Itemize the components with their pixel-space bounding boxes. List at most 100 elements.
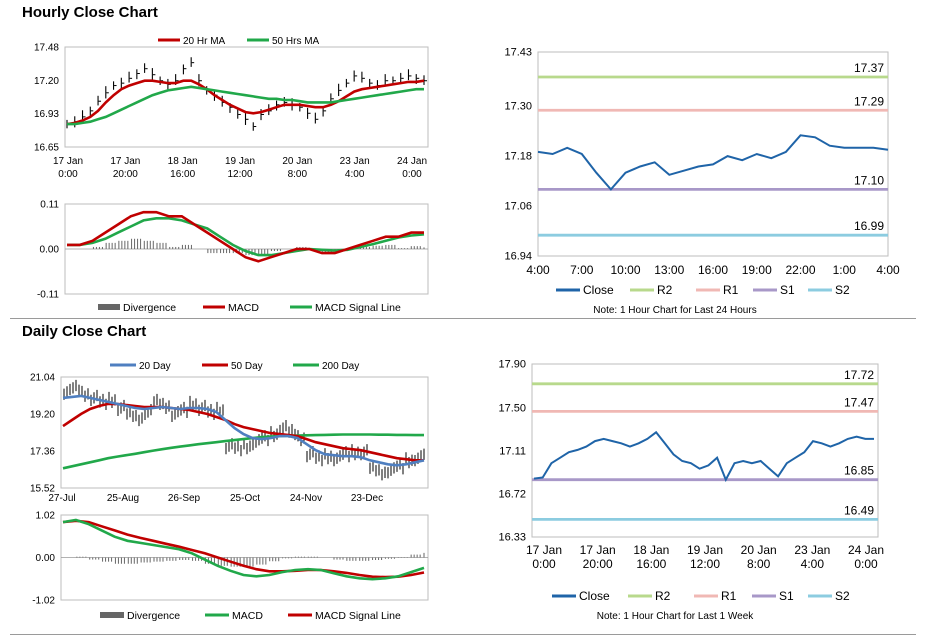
x-tick-label: 23 Jan <box>340 156 370 167</box>
level-label: 16.85 <box>844 464 874 478</box>
legend-label: R2 <box>657 283 673 297</box>
x-tick-label: 23-Dec <box>351 493 383 504</box>
level-label: 17.47 <box>844 395 874 409</box>
legend-label: R1 <box>723 283 739 297</box>
daily-close-chart: 17.90 17.50 17.11 16.72 16.33 17.72 17.47 16.85… <box>498 359 884 623</box>
x-tick-label: 4:00 <box>801 557 825 571</box>
x-tick-label: 23 Jan <box>794 543 830 557</box>
y-tick-label: -0.11 <box>37 290 59 301</box>
x-tick-label: 0:00 <box>58 169 78 180</box>
x-tick-label: 19:00 <box>742 263 772 277</box>
x-tick-label: 18 Jan <box>168 156 198 167</box>
x-tick-label: 24 Jan <box>848 543 884 557</box>
legend-label: MACD Signal Line <box>315 302 401 314</box>
y-tick-label: 21.04 <box>30 373 55 384</box>
legend-label: 50 Hrs MA <box>272 36 320 47</box>
x-tick-label: 0:00 <box>402 169 422 180</box>
hourly-section-title: Hourly Close Chart <box>22 4 158 21</box>
plot-frame <box>60 376 429 489</box>
legend-label: S2 <box>835 589 850 603</box>
legend-label: MACD <box>232 610 263 622</box>
y-tick-label: 17.50 <box>498 403 526 415</box>
legend-label: Close <box>579 589 610 603</box>
y-tick-label: 0.00 <box>36 553 56 564</box>
y-tick-label: 17.36 <box>30 447 55 458</box>
legend-label: Divergence <box>127 610 180 622</box>
x-tick-label: 16:00 <box>170 169 195 180</box>
ma50-line <box>67 85 424 126</box>
legend-swatch <box>98 304 120 310</box>
y-tick-label: 19.20 <box>30 410 55 421</box>
x-tick-label: 25-Aug <box>107 493 139 504</box>
hourly-price-chart: 17.48 17.20 16.93 16.65 17 Jan 0:00 17 Jan 20:0… <box>34 36 429 180</box>
x-tick-label: 22:00 <box>785 263 815 277</box>
legend-label: 20 Day <box>139 361 171 372</box>
x-tick-label: 8:00 <box>288 169 308 180</box>
x-tick-label: 17 Jan <box>526 543 562 557</box>
y-tick-label: 17.06 <box>504 201 532 213</box>
legend-label: Close <box>583 283 614 297</box>
y-tick-label: 16.94 <box>504 251 532 263</box>
y-tick-label: 17.43 <box>504 47 532 59</box>
y-tick-label: 17.20 <box>34 76 59 87</box>
hourly-close-chart: 17.43 17.30 17.18 17.06 16.94 17.37 17.29 17.10… <box>504 47 900 317</box>
x-tick-label: 19 Jan <box>225 156 255 167</box>
close-line <box>537 134 889 191</box>
x-tick-label: 12:00 <box>690 557 720 571</box>
macd-line <box>62 518 425 581</box>
x-tick-label: 20:00 <box>583 557 613 571</box>
legend-label: S1 <box>780 283 795 297</box>
ma200-line <box>62 433 424 470</box>
legend-label: MACD <box>228 302 259 314</box>
x-tick-label: 4:00 <box>345 169 365 180</box>
y-tick-label: 16.93 <box>34 109 59 120</box>
ma50-line <box>62 402 424 462</box>
x-tick-label: 26-Sep <box>168 493 201 504</box>
legend-swatch <box>100 612 124 618</box>
y-tick-label: -1.02 <box>32 596 55 607</box>
y-tick-label: 17.11 <box>499 446 526 458</box>
x-tick-label: 0:00 <box>854 557 878 571</box>
x-tick-label: 24-Nov <box>290 493 322 504</box>
legend-label: 50 Day <box>231 361 263 372</box>
plot-frame <box>64 46 429 148</box>
x-tick-label: 17 Jan <box>110 156 140 167</box>
x-tick-label: 17 Jan <box>53 156 83 167</box>
level-label: 17.72 <box>844 368 874 382</box>
x-tick-label: 8:00 <box>747 557 771 571</box>
legend-label: MACD Signal Line <box>315 610 401 622</box>
x-tick-label: 12:00 <box>227 169 252 180</box>
y-tick-label: 15.52 <box>30 484 55 495</box>
x-tick-label: 25-Oct <box>230 493 260 504</box>
level-label: 17.10 <box>854 173 884 187</box>
x-tick-label: 18 Jan <box>633 543 669 557</box>
bottom-divider <box>10 634 916 635</box>
legend-label: 200 Day <box>322 361 359 372</box>
y-tick-label: 17.18 <box>504 151 532 163</box>
chart-note: Note: 1 Hour Chart for Last 24 Hours <box>593 305 756 316</box>
legend-label: Divergence <box>123 302 176 314</box>
macd-signal-line <box>67 217 425 257</box>
y-tick-label: 0.00 <box>40 245 60 256</box>
x-tick-label: 24 Jan <box>397 156 427 167</box>
close-line <box>533 430 874 483</box>
y-tick-label: 17.90 <box>498 359 526 371</box>
x-tick-label: 20 Jan <box>741 543 777 557</box>
macd-line <box>67 210 424 263</box>
x-tick-label: 10:00 <box>610 263 640 277</box>
ma20-line <box>62 394 425 467</box>
y-tick-label: 17.48 <box>34 43 59 54</box>
x-tick-label: 16:00 <box>636 557 666 571</box>
x-tick-label: 27-Jul <box>48 493 75 504</box>
ma20-line <box>66 79 425 126</box>
legend-label: 20 Hr MA <box>183 36 226 47</box>
y-tick-label: 17.30 <box>504 101 532 113</box>
chart-note: Note: 1 Hour Chart for Last 1 Week <box>597 611 755 622</box>
legend-label: R1 <box>721 589 737 603</box>
x-tick-label: 20 Jan <box>282 156 312 167</box>
x-tick-label: 16:00 <box>698 263 728 277</box>
level-label: 17.37 <box>854 61 884 75</box>
x-tick-label: 17 Jan <box>580 543 616 557</box>
level-label: 17.29 <box>854 94 884 108</box>
